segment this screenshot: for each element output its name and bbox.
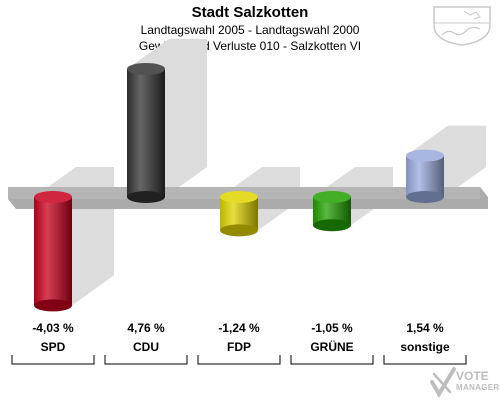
bar-top-cap <box>34 191 72 203</box>
bar-top-cap <box>220 191 258 203</box>
bar-cdu <box>127 68 165 198</box>
bar-bottom-cap <box>220 224 258 237</box>
category-label-cdu: CDU <box>133 340 159 354</box>
value-label-grüne: -1,05 % <box>311 321 353 335</box>
category-label-sonstige: sonstige <box>400 340 450 354</box>
bar-bottom-cap <box>406 191 444 203</box>
value-label-spd: -4,03 % <box>32 321 74 335</box>
bar-spd <box>34 197 72 306</box>
bar-sonstige <box>406 155 444 197</box>
bar-top-cap <box>313 191 351 203</box>
value-label-sonstige: 1,54 % <box>406 321 444 335</box>
category-label-spd: SPD <box>41 340 66 354</box>
category-bracket <box>11 355 95 365</box>
chart-title: Stadt Salzkotten <box>191 4 309 21</box>
coat-of-arms-icon <box>433 6 491 46</box>
bar-top-cap <box>127 62 165 75</box>
bar-bottom-cap <box>313 219 351 232</box>
value-label-fdp: -1,24 % <box>218 321 260 335</box>
vote-manager-text: VOTE MANAGER <box>456 370 499 394</box>
vote-manager-logo: VOTE MANAGER <box>430 366 500 398</box>
logo-line-1: VOTE <box>456 369 489 383</box>
category-label-fdp: FDP <box>227 340 251 354</box>
bar-bottom-cap <box>127 191 165 203</box>
category-bracket <box>104 355 188 365</box>
value-label-cdu: 4,76 % <box>127 321 165 335</box>
category-bracket <box>383 355 467 365</box>
vote-manager-check-icon <box>430 367 456 398</box>
bar-top-cap <box>406 149 444 162</box>
logo-line-2: MANAGER <box>456 383 500 392</box>
chart-subtitle-1: Landtagswahl 2005 - Landtagswahl 2000 <box>140 23 360 37</box>
category-bracket <box>290 355 374 365</box>
bar-bottom-cap <box>34 299 72 312</box>
category-label-grüne: GRÜNE <box>310 339 353 354</box>
category-bracket <box>197 355 281 365</box>
